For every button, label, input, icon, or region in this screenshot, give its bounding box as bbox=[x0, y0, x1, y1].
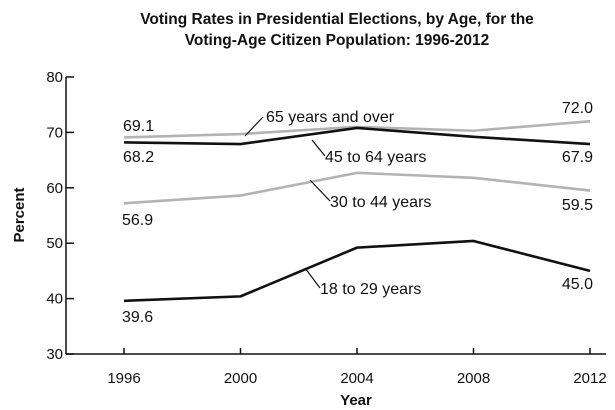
y-tick-label-60: 60 bbox=[46, 180, 63, 197]
series-name-leader-3 bbox=[309, 179, 331, 202]
last-value-label-3: 59.5 bbox=[562, 197, 593, 214]
last-value-label-1: 72.0 bbox=[562, 100, 593, 117]
chart-title-line-2: Voting-Age Citizen Population: 1996-2012 bbox=[185, 32, 490, 49]
first-value-label-2: 68.2 bbox=[123, 149, 154, 166]
x-tick-label-1996: 1996 bbox=[107, 370, 140, 387]
series-name-label-4: 18 to 29 years bbox=[320, 281, 421, 298]
series-name-leader-2 bbox=[311, 139, 326, 157]
x-ticks: 1996 2000 2004 2008 2012 bbox=[107, 348, 607, 387]
series-name-label-2: 45 to 64 years bbox=[325, 149, 426, 166]
x-tick-label-2000: 2000 bbox=[224, 370, 257, 387]
series-name-label-1: 65 years and over bbox=[266, 109, 395, 126]
series-name-leader-4 bbox=[304, 267, 321, 289]
y-tick-label-70: 70 bbox=[46, 124, 63, 141]
series-line-3 bbox=[123, 171, 591, 205]
y-ticks: 30 40 50 60 70 80 bbox=[46, 69, 74, 363]
x-tick-label-2008: 2008 bbox=[457, 370, 490, 387]
first-value-label-1: 69.1 bbox=[123, 118, 154, 135]
series-lines bbox=[123, 120, 591, 303]
chart-title-line-1: Voting Rates in Presidential Elections, … bbox=[140, 11, 534, 28]
y-tick-label-30: 30 bbox=[46, 346, 63, 363]
y-tick-label-80: 80 bbox=[46, 69, 63, 86]
first-value-label-3: 56.9 bbox=[122, 212, 153, 229]
series-labels: 65 years and over 69.1 72.0 45 to 64 years 6… bbox=[122, 100, 593, 326]
series-line-4 bbox=[123, 239, 591, 303]
y-tick-label-50: 50 bbox=[46, 235, 63, 252]
last-value-label-2: 67.9 bbox=[562, 149, 593, 166]
last-value-label-4: 45.0 bbox=[562, 276, 593, 293]
series-name-leader-1 bbox=[244, 116, 264, 137]
series-name-label-3: 30 to 44 years bbox=[330, 194, 431, 211]
x-tick-label-2012: 2012 bbox=[573, 370, 606, 387]
x-tick-label-2004: 2004 bbox=[340, 370, 373, 387]
series-line-2 bbox=[123, 126, 591, 146]
x-axis-title: Year bbox=[340, 392, 372, 409]
y-tick-label-40: 40 bbox=[46, 291, 63, 308]
first-value-label-4: 39.6 bbox=[122, 309, 153, 326]
y-axis-title: Percent bbox=[11, 187, 28, 242]
